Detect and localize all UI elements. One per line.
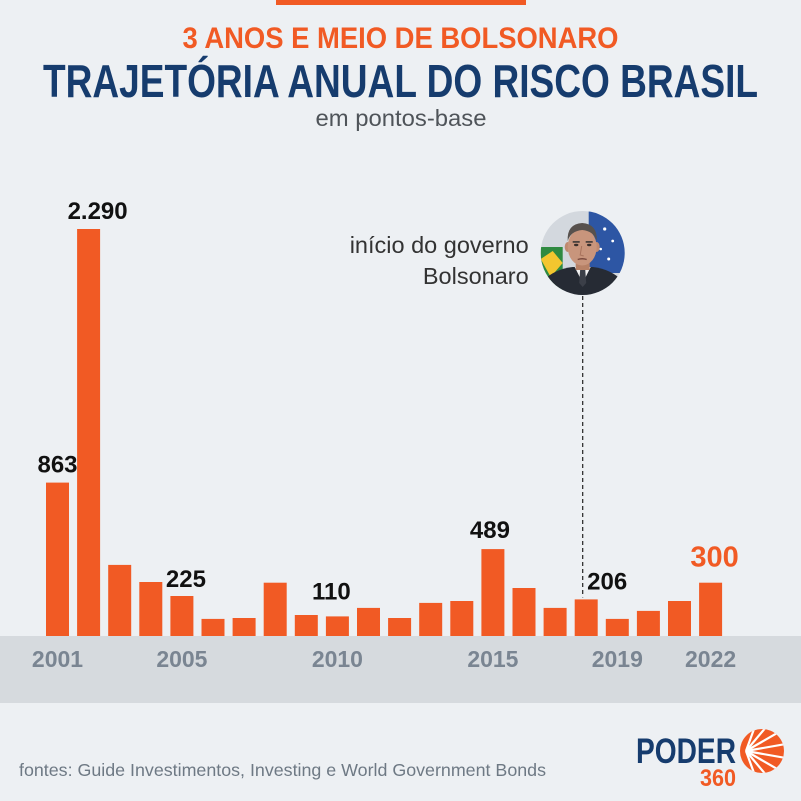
sun-ray <box>745 750 776 773</box>
portrait-eye <box>574 243 579 247</box>
portrait-flag-star <box>603 227 607 231</box>
x-tick-label-2005: 2005 <box>156 646 207 672</box>
bar-2004 <box>139 582 163 636</box>
portrait-brow <box>572 241 580 243</box>
sun-ray <box>745 729 776 752</box>
annotation-text-line-1: início do governo <box>350 232 529 258</box>
bar-2019 <box>605 618 629 636</box>
value-label-2002: 2.290 <box>68 198 128 225</box>
chart-title: TRAJETÓRIA ANUAL DO RISCO BRASIL <box>43 55 758 107</box>
bar-2003 <box>108 564 132 636</box>
bar-2018 <box>574 599 598 636</box>
x-tick-label-2022: 2022 <box>685 646 736 672</box>
bar-2007 <box>232 618 256 636</box>
bars <box>46 229 723 636</box>
bar-2006 <box>201 618 225 636</box>
annotation-portrait-photo <box>540 211 625 295</box>
bar-2015 <box>481 549 505 636</box>
portrait-nose <box>579 245 584 257</box>
x-axis-tick-labels: 2001 2005 2010 2015 2019 2022 <box>32 646 736 672</box>
chart-subtitle: em pontos-base <box>316 105 487 131</box>
x-axis-band <box>0 636 801 703</box>
bar-2001 <box>46 482 69 636</box>
value-label-2018: 206 <box>587 568 627 595</box>
source-note: fontes: Guide Investimentos, Investing e… <box>19 760 546 780</box>
bar-2016 <box>512 588 536 636</box>
logo-word: PODER <box>636 732 736 771</box>
bar-2008 <box>263 582 287 636</box>
value-label-2015: 489 <box>470 517 510 544</box>
top-accent-bar <box>276 0 526 5</box>
portrait-tie <box>579 269 587 287</box>
bar-2021 <box>668 601 691 636</box>
bar-2002 <box>77 229 101 636</box>
bar-2014 <box>450 601 474 636</box>
sun-ray <box>745 749 784 760</box>
annotation: início do governo Bolsonaro <box>350 211 625 598</box>
portrait-eye <box>587 243 592 247</box>
value-label-2010: 110 <box>312 578 351 605</box>
bar-2005 <box>170 596 194 636</box>
portrait-flag-yellow <box>540 251 563 277</box>
x-tick-label-2001: 2001 <box>32 646 83 672</box>
value-label-2022: 300 <box>690 542 738 574</box>
bar-2011 <box>357 607 380 636</box>
bar-2010 <box>325 616 349 636</box>
sun-ray <box>745 742 784 753</box>
value-label-2001: 863 <box>37 452 77 479</box>
portrait-face <box>567 228 597 266</box>
annotation-text-line-2: Bolsonaro <box>423 263 529 289</box>
portrait-flag-star <box>599 247 602 251</box>
portrait-brow <box>585 241 593 243</box>
x-tick-label-2019: 2019 <box>592 646 643 672</box>
bar-2017 <box>543 607 567 636</box>
poder360-logo: PODER 360 <box>636 729 784 792</box>
portrait-flag-star <box>607 257 611 261</box>
value-label-2005: 225 <box>166 566 206 593</box>
bar-2013 <box>419 602 443 636</box>
bar-2009 <box>294 615 318 636</box>
portrait-flag-star <box>611 239 615 243</box>
portrait-hair <box>567 223 597 241</box>
value-labels: 863 2.290 225 110 489 206 300 <box>37 198 738 605</box>
logo-number: 360 <box>700 765 736 792</box>
x-tick-label-2010: 2010 <box>312 646 363 672</box>
chart-kicker: 3 ANOS E MEIO DE BOLSONARO <box>183 22 619 55</box>
portrait-mouth <box>577 258 587 261</box>
bar-2012 <box>388 618 412 636</box>
x-tick-label-2015: 2015 <box>467 646 518 672</box>
bar-2020 <box>636 610 660 636</box>
bar-2022 <box>699 582 723 636</box>
